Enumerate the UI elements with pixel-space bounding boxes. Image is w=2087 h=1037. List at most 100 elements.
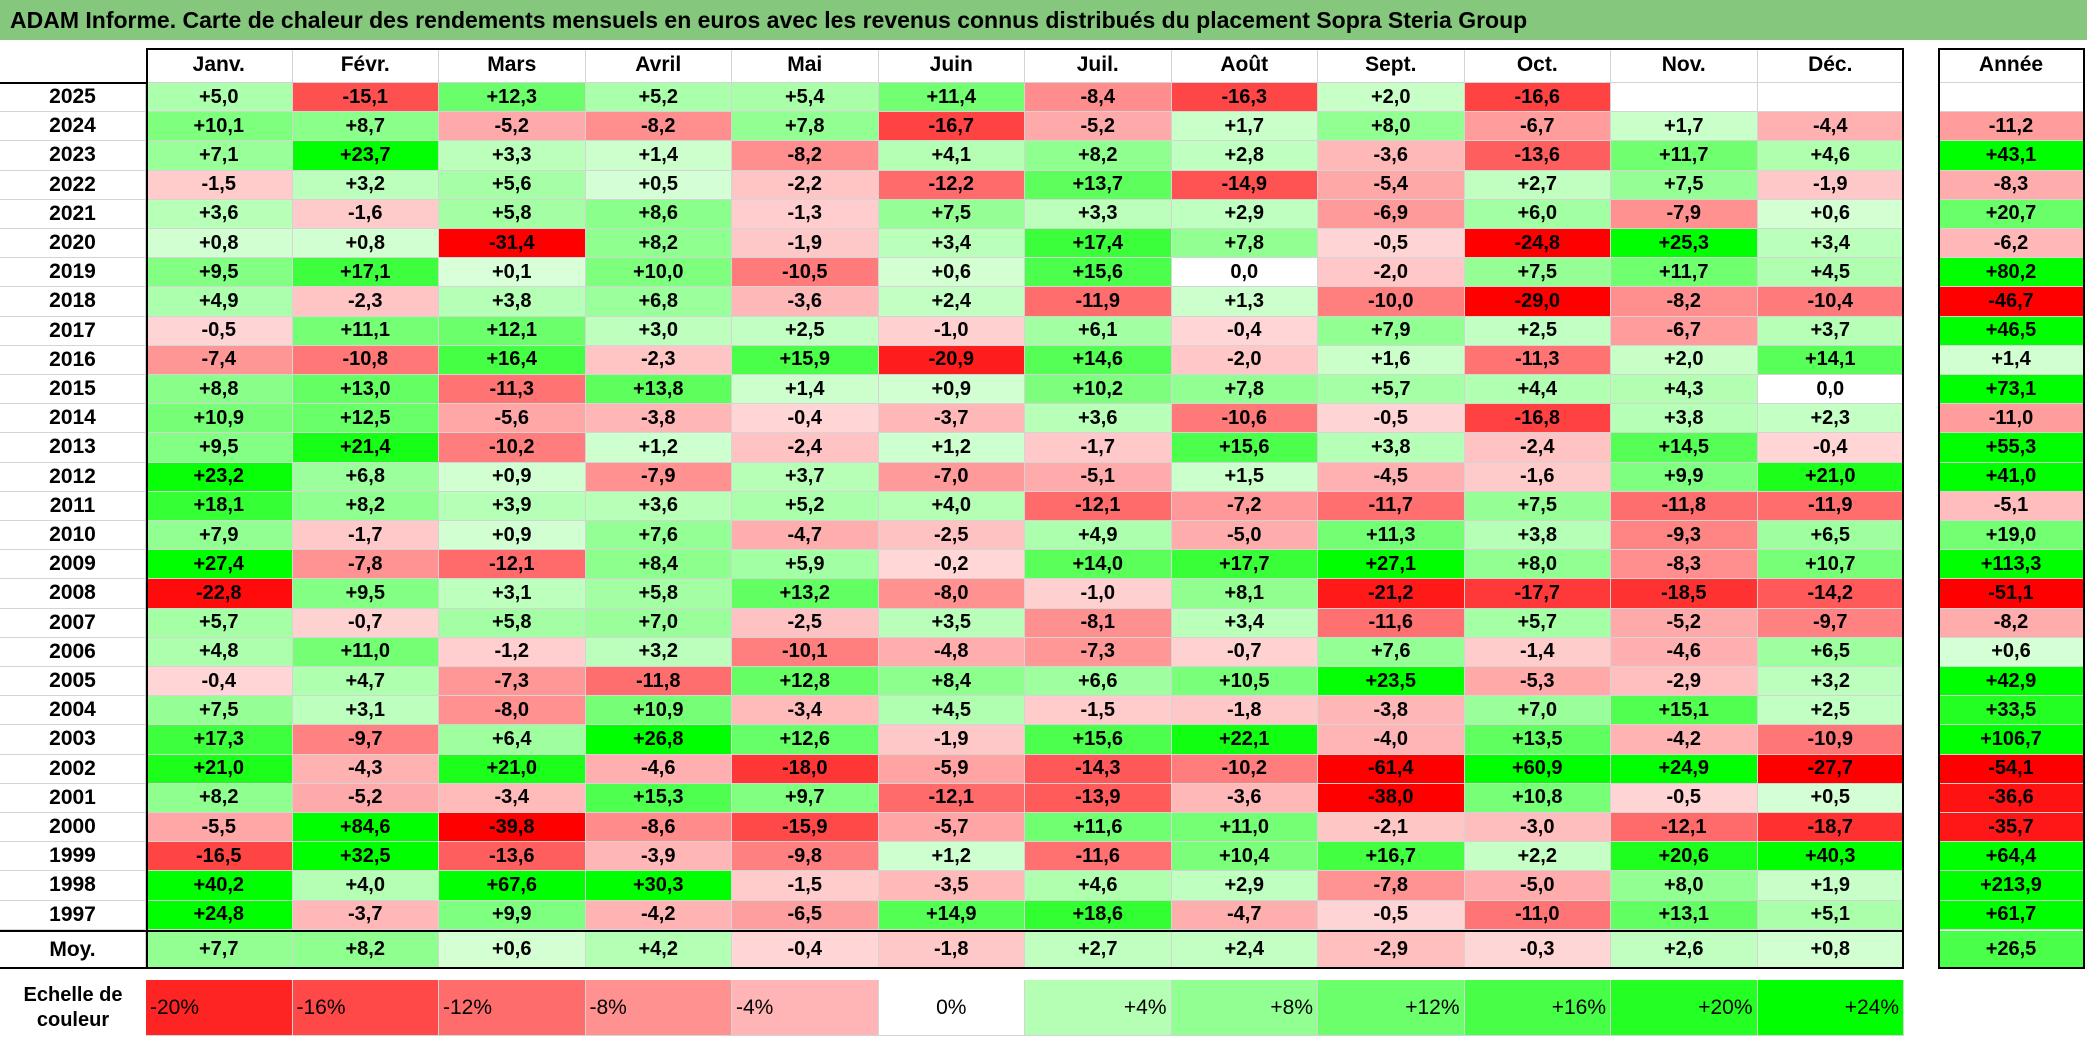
heatmap-cell: +0,6 [878, 258, 1025, 288]
heatmap-cell: +13,5 [1464, 725, 1611, 755]
heatmap-cell: -1,4 [1464, 637, 1611, 667]
heatmap-cell: +7,5 [1611, 170, 1758, 200]
heatmap-cell: +15,3 [585, 783, 732, 813]
heatmap-cell: -10,8 [292, 345, 439, 375]
heatmap-cell: +7,5 [1464, 491, 1611, 521]
average-cell: +2,4 [1171, 931, 1318, 969]
heatmap-cell: +12,5 [292, 404, 439, 434]
annual-cell: +55,3 [1938, 433, 2085, 463]
heatmap-cell: -17,7 [1464, 579, 1611, 609]
heatmap-cell: +3,6 [146, 199, 293, 229]
year-label: 2018 [0, 287, 146, 317]
heatmap-cell: +5,9 [732, 550, 879, 580]
heatmap-cell: +3,8 [439, 287, 586, 317]
annual-cell: -8,3 [1938, 170, 2085, 200]
heatmap-cell: +2,5 [1464, 316, 1611, 346]
heatmap-cell: +0,9 [439, 462, 586, 492]
heatmap-cell: -0,7 [292, 608, 439, 638]
heatmap-cell: -4,2 [585, 900, 732, 930]
heatmap-cell: +6,8 [585, 287, 732, 317]
annual-cell: +20,7 [1938, 199, 2085, 229]
heatmap-cell: +22,1 [1171, 725, 1318, 755]
heatmap-cell: -3,5 [878, 871, 1025, 901]
heatmap-cell: -12,1 [439, 550, 586, 580]
heatmap-cell: -9,7 [292, 725, 439, 755]
color-scale-swatch: -8% [585, 980, 732, 1036]
heatmap-cell: +84,6 [292, 813, 439, 843]
heatmap-cell: -9,7 [1757, 608, 1904, 638]
heatmap-cell: +32,5 [292, 842, 439, 872]
heatmap-cell: -1,7 [292, 521, 439, 551]
heatmap-cell: +10,4 [1171, 842, 1318, 872]
heatmap-cell [1757, 83, 1904, 113]
heatmap-cell: -4,8 [878, 637, 1025, 667]
heatmap-cell: -12,2 [878, 170, 1025, 200]
heatmap-cell: +11,3 [1318, 521, 1465, 551]
heatmap-cell: -2,3 [585, 345, 732, 375]
year-label: 2006 [0, 637, 146, 667]
heatmap-cell: -18,0 [732, 754, 879, 784]
year-header: Année [1938, 48, 2085, 83]
year-label: 2002 [0, 754, 146, 784]
heatmap-cell: +16,7 [1318, 842, 1465, 872]
heatmap-cell: +21,0 [439, 754, 586, 784]
heatmap-cell: +10,1 [146, 112, 293, 142]
heatmap-cell: -8,2 [585, 112, 732, 142]
heatmap-cell: +6,0 [1464, 199, 1611, 229]
heatmap-cell: -14,9 [1171, 170, 1318, 200]
heatmap-cell: -5,2 [1611, 608, 1758, 638]
heatmap-cell: +0,9 [439, 521, 586, 551]
annual-cell: +0,6 [1938, 637, 2085, 667]
average-annual-cell: +26,5 [1938, 931, 2085, 969]
year-label: 2010 [0, 521, 146, 551]
heatmap-cell: +14,5 [1611, 433, 1758, 463]
heatmap-cell: +10,7 [1757, 550, 1904, 580]
heatmap-cell: -7,9 [1611, 199, 1758, 229]
annual-cell: +33,5 [1938, 696, 2085, 726]
heatmap-cell: +0,5 [585, 170, 732, 200]
heatmap-cell: +15,9 [732, 345, 879, 375]
heatmap-cell: +21,0 [146, 754, 293, 784]
heatmap-cell: -4,7 [732, 521, 879, 551]
heatmap-cell: -3,4 [732, 696, 879, 726]
heatmap-cell: +10,9 [585, 696, 732, 726]
heatmap-cell: +4,0 [878, 491, 1025, 521]
color-scale-swatch: +24% [1757, 980, 1904, 1036]
year-label: 2005 [0, 667, 146, 697]
heatmap-cell: +8,4 [585, 550, 732, 580]
heatmap-cell: -6,5 [732, 900, 879, 930]
annual-cell: +19,0 [1938, 521, 2085, 551]
heatmap-cell: +8,0 [1318, 112, 1465, 142]
heatmap-cell: +4,7 [292, 667, 439, 697]
heatmap-cell: +14,6 [1025, 345, 1172, 375]
heatmap-cell: +4,5 [1757, 258, 1904, 288]
year-label: 2012 [0, 462, 146, 492]
heatmap-cell: -7,2 [1171, 491, 1318, 521]
annual-cell: +41,0 [1938, 462, 2085, 492]
heatmap-cell: +4,0 [292, 871, 439, 901]
annual-cell: +1,4 [1938, 345, 2085, 375]
heatmap-cell: -1,8 [1171, 696, 1318, 726]
annual-cell: +61,7 [1938, 900, 2085, 930]
heatmap-cell: -0,4 [732, 404, 879, 434]
annual-cell: -46,7 [1938, 287, 2085, 317]
year-label: 1998 [0, 871, 146, 901]
heatmap-cell: -1,9 [1757, 170, 1904, 200]
heatmap-cell: -4,3 [292, 754, 439, 784]
heatmap-cell: +0,1 [439, 258, 586, 288]
heatmap-cell: +17,3 [146, 725, 293, 755]
heatmap-cell: -13,6 [439, 842, 586, 872]
average-cell: +8,2 [292, 931, 439, 969]
year-label: 2022 [0, 170, 146, 200]
heatmap-cell: -3,8 [585, 404, 732, 434]
heatmap-cell: -2,5 [732, 608, 879, 638]
average-separator [0, 930, 1904, 932]
heatmap-cell: +11,4 [878, 83, 1025, 113]
heatmap-cell: +3,2 [585, 637, 732, 667]
heatmap-cell: +18,1 [146, 491, 293, 521]
month-header: Mai [732, 48, 879, 83]
annual-cell: -54,1 [1938, 754, 2085, 784]
heatmap-cell: +7,6 [585, 521, 732, 551]
annual-cell: -35,7 [1938, 813, 2085, 843]
heatmap-cell: +4,6 [1757, 141, 1904, 171]
